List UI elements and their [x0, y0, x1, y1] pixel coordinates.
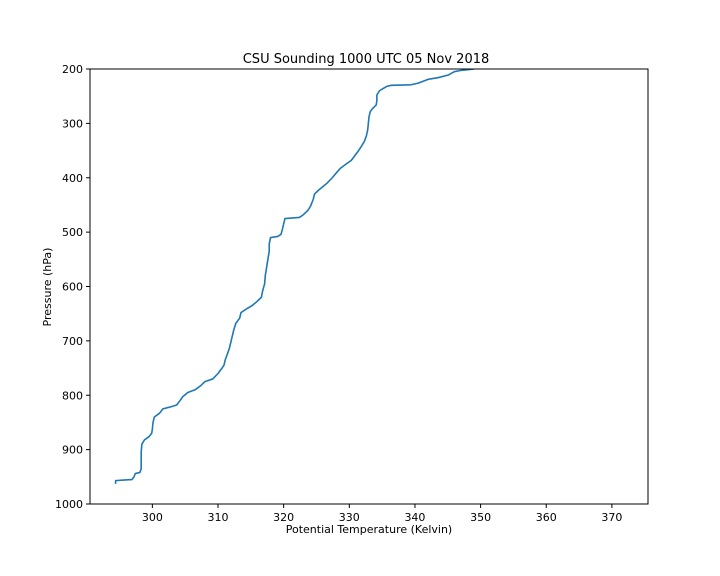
x-tick-label: 350: [470, 511, 491, 524]
x-tick-label: 320: [273, 511, 294, 524]
y-tick-label: 1000: [55, 498, 83, 511]
x-tick-label: 370: [601, 511, 622, 524]
y-axis: 200 300 400 500 600 700 800 900 1000: [55, 63, 90, 511]
y-tick-label: 600: [62, 281, 83, 294]
x-tick-label: 360: [536, 511, 557, 524]
x-axis: 300 310 320 330 340 350 360 370: [142, 504, 622, 524]
chart-title: CSU Sounding 1000 UTC 05 Nov 2018: [243, 52, 490, 67]
y-tick-label: 700: [62, 335, 83, 348]
x-axis-label: Potential Temperature (Kelvin): [286, 523, 452, 536]
series-line: [114, 69, 475, 484]
y-axis-label: Pressure (hPa): [41, 248, 54, 327]
x-tick-label: 340: [404, 511, 425, 524]
y-tick-label: 500: [62, 226, 83, 239]
x-tick-label: 300: [142, 511, 163, 524]
axes-frame: [89, 68, 649, 505]
plot-area: [114, 69, 475, 484]
y-tick-label: 800: [62, 389, 83, 402]
x-tick-label: 330: [339, 511, 360, 524]
x-tick-label: 310: [208, 511, 229, 524]
y-tick-label: 900: [62, 444, 83, 457]
y-tick-label: 200: [62, 63, 83, 76]
y-tick-label: 300: [62, 117, 83, 130]
y-tick-label: 400: [62, 172, 83, 185]
